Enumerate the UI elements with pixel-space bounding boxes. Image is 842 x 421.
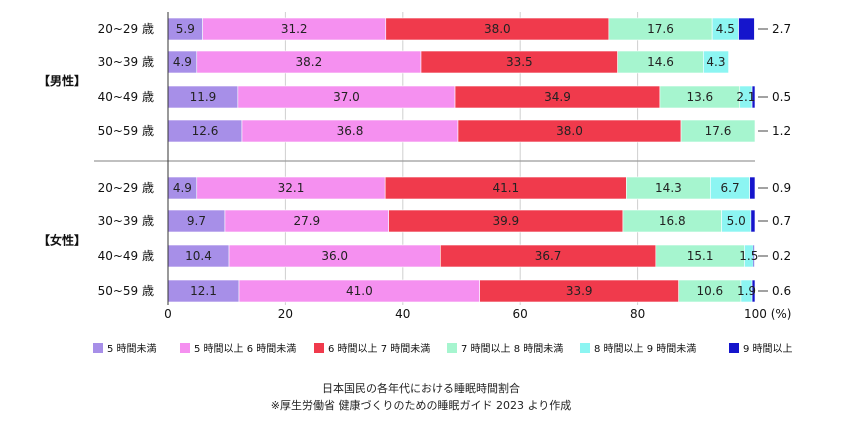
x-tick-label: 40: [395, 307, 410, 321]
x-tick-label: 0: [164, 307, 172, 321]
bar-segment: [752, 244, 755, 268]
bar-segment: [749, 176, 756, 200]
axes: 【男性】20~29 歳30~39 歳40~49 歳50~59 歳【女性】20~2…: [38, 12, 791, 321]
bar-value-label: 38.2: [296, 55, 323, 69]
legend-label: 5 時間未満: [107, 343, 157, 355]
bar-value-label: 6.7: [721, 181, 740, 195]
bar-value-label: 5.0: [727, 214, 746, 228]
bar-segment: [751, 85, 756, 109]
bar-value-label: 41.0: [346, 284, 373, 298]
bar-value-label: 33.9: [566, 284, 593, 298]
legend-label: 8 時間以上 9 時間未満: [594, 343, 696, 355]
x-tick-label: 100 (%): [744, 307, 791, 321]
chart-caption: 日本国民の各年代における睡眠時間割合: [322, 382, 520, 395]
outside-value-label: 0.5: [772, 90, 791, 104]
bar-value-label: 10.4: [185, 249, 212, 263]
outside-value-label: 1.2: [772, 124, 791, 138]
category-label: 40~49 歳: [98, 90, 154, 104]
bar-value-label: 1.9: [737, 284, 756, 298]
legend-swatch: [447, 343, 457, 353]
bar-value-label: 33.5: [506, 55, 533, 69]
legend: 5 時間未満 5 時間以上 6 時間未満 6 時間以上 7 時間未満 7 時間以上 8…: [93, 343, 793, 355]
bar-value-label: 16.8: [659, 214, 686, 228]
bar-value-label: 4.5: [716, 22, 735, 36]
legend-swatch: [729, 343, 739, 353]
bar-value-label: 9.7: [187, 214, 206, 228]
category-label: 30~39 歳: [98, 55, 154, 69]
bar-value-label: 2.1: [736, 90, 755, 104]
bar-value-label: 17.6: [647, 22, 674, 36]
bar-value-label: 13.6: [686, 90, 713, 104]
bar-segment: [751, 279, 756, 303]
bar-segment: [703, 50, 729, 74]
data-labels: 5.9 31.2 38.0 17.6 4.5 2.7 4.9 38.2 33.5 14.6 4.3 1…: [173, 22, 791, 298]
bar-value-label: 32.1: [278, 181, 305, 195]
bar-value-label: 4.9: [173, 181, 192, 195]
bar-value-label: 15.1: [687, 249, 714, 263]
legend-swatch: [93, 343, 103, 353]
bar-value-label: 38.0: [484, 22, 511, 36]
bars: [167, 17, 756, 303]
bar-value-label: 36.7: [535, 249, 562, 263]
category-label: 50~59 歳: [98, 284, 154, 298]
bar-value-label: 11.9: [190, 90, 217, 104]
bar-value-label: 14.6: [647, 55, 674, 69]
group-label: 【女性】: [38, 233, 86, 248]
bar-value-label: 36.0: [321, 249, 348, 263]
legend-label: 7 時間以上 8 時間未満: [461, 343, 563, 355]
bar-value-label: 12.6: [192, 124, 219, 138]
bar-value-label: 41.1: [492, 181, 519, 195]
bar-value-label: 12.1: [190, 284, 217, 298]
legend-label: 9 時間以上: [743, 343, 793, 355]
bar-value-label: 38.0: [556, 124, 583, 138]
outside-value-label: 0.6: [772, 284, 791, 298]
x-tick-label: 60: [513, 307, 528, 321]
legend-swatch: [580, 343, 590, 353]
outside-value-label: 0.7: [772, 214, 791, 228]
x-tick-label: 20: [278, 307, 293, 321]
outside-value-label: 0.9: [772, 181, 791, 195]
legend-label: 6 時間以上 7 時間未満: [328, 343, 430, 355]
category-label: 40~49 歳: [98, 249, 154, 263]
group-label: 【男性】: [38, 73, 86, 88]
bar-segment: [750, 209, 756, 233]
category-label: 50~59 歳: [98, 124, 154, 138]
chart-source-note: ※厚生労働省 健康づくりのための睡眠ガイド 2023 より作成: [270, 399, 572, 412]
category-label: 30~39 歳: [98, 214, 154, 228]
bar-value-label: 1.5: [739, 249, 758, 263]
bar-value-label: 4.3: [706, 55, 725, 69]
outside-value-label: 2.7: [772, 22, 791, 36]
bar-value-label: 17.6: [705, 124, 732, 138]
legend-swatch: [180, 343, 190, 353]
bar-value-label: 31.2: [281, 22, 308, 36]
bar-value-label: 36.8: [337, 124, 364, 138]
bar-value-label: 10.6: [696, 284, 723, 298]
bar-value-label: 37.0: [333, 90, 360, 104]
x-tick-label: 80: [630, 307, 645, 321]
bar-value-label: 27.9: [293, 214, 320, 228]
bar-value-label: 14.3: [655, 181, 682, 195]
bar-segment: [738, 17, 755, 41]
bar-value-label: 4.9: [173, 55, 192, 69]
category-label: 20~29 歳: [98, 22, 154, 36]
legend-swatch: [314, 343, 324, 353]
category-label: 20~29 歳: [98, 181, 154, 195]
bar-value-label: 34.9: [544, 90, 571, 104]
bar-value-label: 5.9: [176, 22, 195, 36]
outside-value-label: 0.2: [772, 249, 791, 263]
bar-value-label: 39.9: [492, 214, 519, 228]
legend-label: 5 時間以上 6 時間未満: [194, 343, 296, 355]
bar-segment: [680, 119, 756, 143]
